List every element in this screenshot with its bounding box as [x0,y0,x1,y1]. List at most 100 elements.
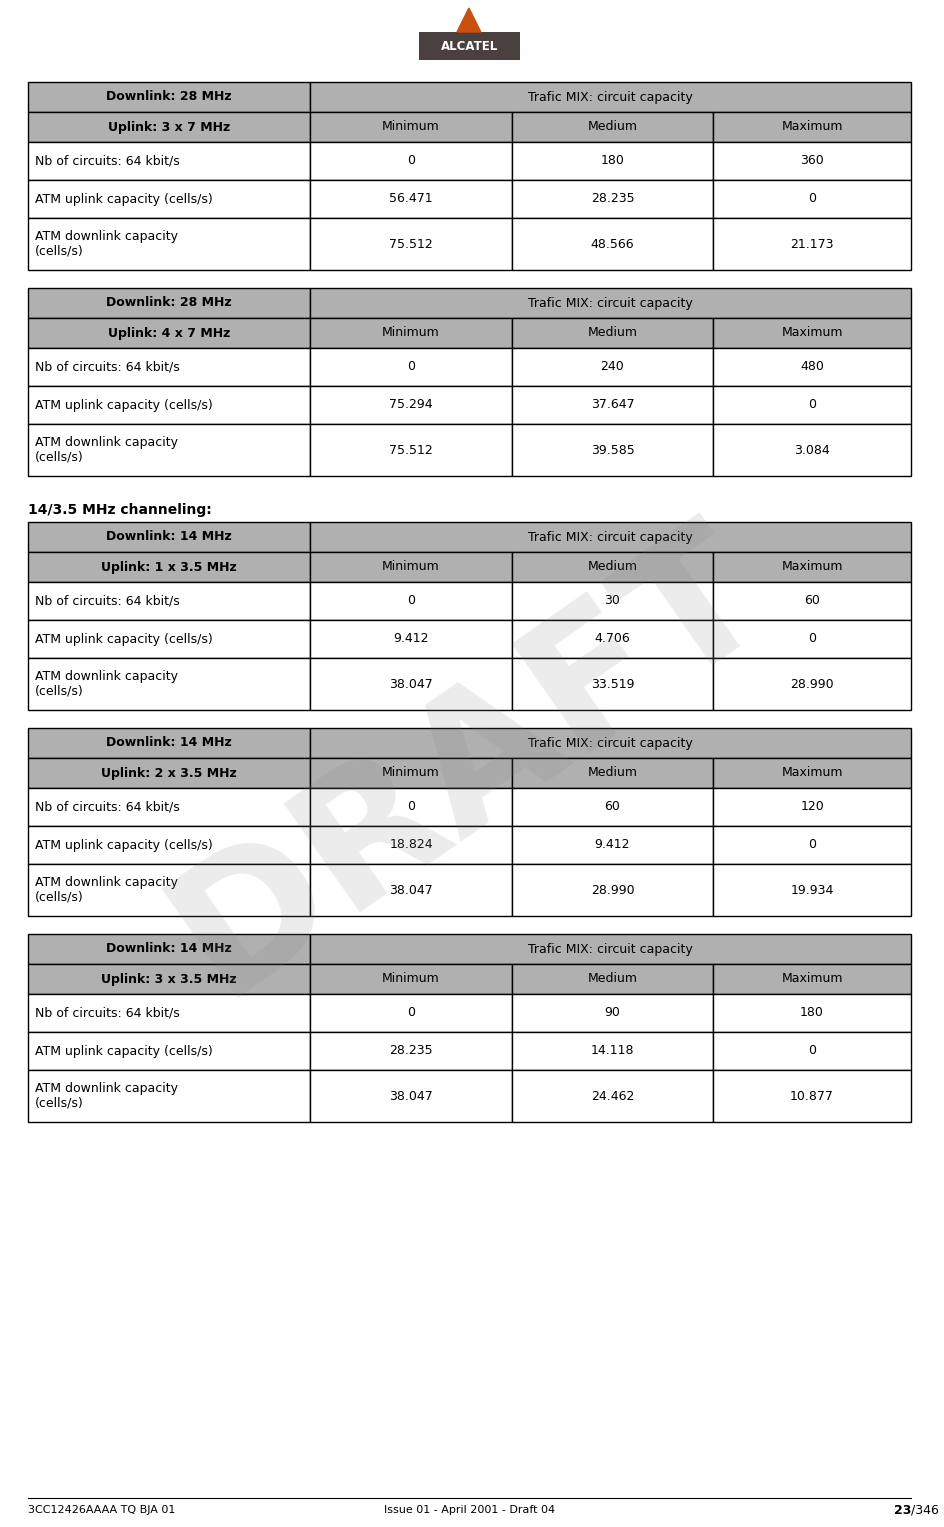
Text: Minimum: Minimum [381,767,440,779]
FancyBboxPatch shape [311,348,512,386]
FancyBboxPatch shape [512,142,713,180]
Text: Issue 01 - April 2001 - Draft 04: Issue 01 - April 2001 - Draft 04 [383,1506,554,1515]
FancyBboxPatch shape [27,318,311,348]
FancyBboxPatch shape [27,788,311,826]
FancyBboxPatch shape [713,994,910,1032]
Text: 180: 180 [800,1006,823,1020]
Text: 0: 0 [407,360,414,374]
Text: ATM uplink capacity (cells/s): ATM uplink capacity (cells/s) [35,632,212,646]
FancyBboxPatch shape [27,826,311,864]
FancyBboxPatch shape [512,864,713,916]
FancyBboxPatch shape [311,964,512,994]
Text: ATM downlink capacity
(cells/s): ATM downlink capacity (cells/s) [35,876,177,904]
FancyBboxPatch shape [27,522,311,551]
FancyBboxPatch shape [713,386,910,425]
FancyBboxPatch shape [27,1032,311,1070]
Text: Minimum: Minimum [381,327,440,339]
Text: ATM downlink capacity
(cells/s): ATM downlink capacity (cells/s) [35,1083,177,1110]
FancyBboxPatch shape [713,1070,910,1122]
FancyBboxPatch shape [311,826,512,864]
Text: 28.990: 28.990 [590,884,633,896]
FancyBboxPatch shape [311,425,512,476]
FancyBboxPatch shape [27,935,311,964]
FancyBboxPatch shape [27,582,311,620]
Text: 28.235: 28.235 [590,192,633,206]
FancyBboxPatch shape [311,318,512,348]
FancyBboxPatch shape [27,728,311,757]
FancyBboxPatch shape [512,757,713,788]
FancyBboxPatch shape [311,620,512,658]
FancyBboxPatch shape [713,788,910,826]
Text: Downlink: 14 MHz: Downlink: 14 MHz [106,736,232,750]
Text: 14/3.5 MHz channeling:: 14/3.5 MHz channeling: [27,502,211,518]
Text: 18.824: 18.824 [389,838,432,852]
FancyBboxPatch shape [311,218,512,270]
FancyBboxPatch shape [512,826,713,864]
FancyBboxPatch shape [713,425,910,476]
Text: 0: 0 [407,800,414,814]
FancyBboxPatch shape [713,620,910,658]
FancyBboxPatch shape [713,757,910,788]
FancyBboxPatch shape [27,180,311,218]
Text: Maximum: Maximum [781,973,842,985]
Text: 39.585: 39.585 [590,443,633,457]
Text: 48.566: 48.566 [590,238,633,250]
Text: Uplink: 3 x 7 MHz: Uplink: 3 x 7 MHz [108,121,230,133]
Text: 0: 0 [807,192,816,206]
Text: ATM downlink capacity
(cells/s): ATM downlink capacity (cells/s) [35,231,177,258]
Text: 30: 30 [604,594,620,608]
FancyBboxPatch shape [512,964,713,994]
FancyBboxPatch shape [311,180,512,218]
Text: 19.934: 19.934 [789,884,833,896]
FancyBboxPatch shape [311,994,512,1032]
Text: 38.047: 38.047 [389,678,432,690]
Text: 38.047: 38.047 [389,1089,432,1102]
Text: 360: 360 [800,154,823,168]
Text: Medium: Medium [587,327,637,339]
Text: 0: 0 [807,838,816,852]
FancyBboxPatch shape [27,289,311,318]
FancyBboxPatch shape [311,728,910,757]
FancyBboxPatch shape [311,386,512,425]
Text: 0: 0 [407,1006,414,1020]
Text: 3.084: 3.084 [793,443,829,457]
FancyBboxPatch shape [713,218,910,270]
Text: Uplink: 1 x 3.5 MHz: Uplink: 1 x 3.5 MHz [101,560,237,574]
FancyBboxPatch shape [311,82,910,111]
Text: 60: 60 [604,800,620,814]
FancyBboxPatch shape [27,218,311,270]
Text: DRAFT: DRAFT [143,498,796,1029]
FancyBboxPatch shape [27,551,311,582]
Text: ALCATEL: ALCATEL [440,40,497,52]
Text: 28.235: 28.235 [389,1044,432,1058]
Text: 21.173: 21.173 [789,238,833,250]
Text: 0: 0 [807,1044,816,1058]
Text: /346: /346 [910,1504,938,1516]
FancyBboxPatch shape [713,551,910,582]
Text: Trafic MIX: circuit capacity: Trafic MIX: circuit capacity [528,90,692,104]
Text: 4.706: 4.706 [594,632,630,646]
Text: Trafic MIX: circuit capacity: Trafic MIX: circuit capacity [528,736,692,750]
Text: Maximum: Maximum [781,767,842,779]
Text: 33.519: 33.519 [590,678,633,690]
Text: Nb of circuits: 64 kbit/s: Nb of circuits: 64 kbit/s [35,800,179,814]
FancyBboxPatch shape [512,551,713,582]
FancyBboxPatch shape [27,142,311,180]
FancyBboxPatch shape [713,111,910,142]
FancyBboxPatch shape [27,658,311,710]
FancyBboxPatch shape [311,551,512,582]
FancyBboxPatch shape [311,935,910,964]
FancyBboxPatch shape [311,658,512,710]
Text: 120: 120 [800,800,823,814]
FancyBboxPatch shape [311,111,512,142]
Text: 23: 23 [893,1504,910,1516]
Text: 9.412: 9.412 [594,838,630,852]
FancyBboxPatch shape [311,522,910,551]
FancyBboxPatch shape [27,1070,311,1122]
FancyBboxPatch shape [27,82,311,111]
Text: ATM downlink capacity
(cells/s): ATM downlink capacity (cells/s) [35,437,177,464]
FancyBboxPatch shape [27,386,311,425]
Polygon shape [457,8,480,32]
FancyBboxPatch shape [512,318,713,348]
Text: Minimum: Minimum [381,121,440,133]
